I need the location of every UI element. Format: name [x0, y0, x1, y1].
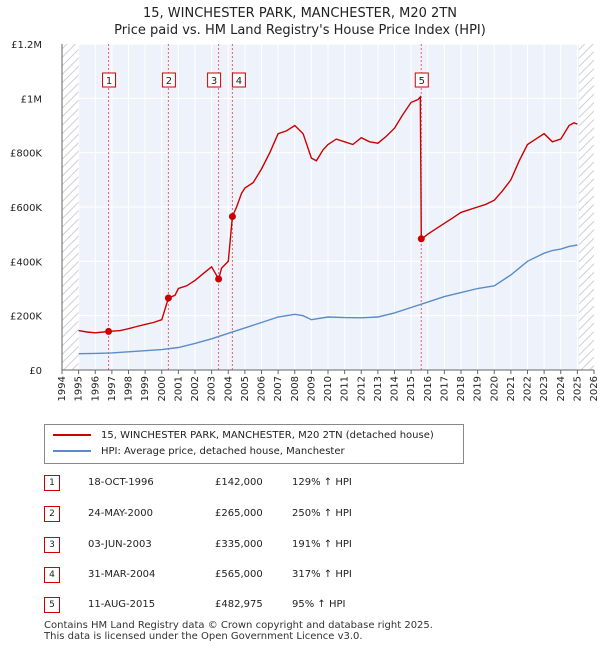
x-tick-label: 2007 [273, 376, 284, 401]
x-tick-label: 2017 [439, 376, 450, 401]
x-tick-label: 1995 [74, 376, 85, 401]
x-tick-label: 2003 [207, 376, 218, 401]
chart-title: 15, WINCHESTER PARK, MANCHESTER, M20 2TN [142, 6, 457, 21]
x-tick-label: 2006 [257, 376, 268, 401]
y-tick-label: £1.2M [11, 40, 42, 51]
x-tick-label: 2001 [173, 376, 184, 401]
sale-price: £265,000 [215, 508, 263, 519]
legend-item-hpi: HPI: Average price, detached house, Manc… [53, 444, 345, 460]
x-tick-label: 1997 [107, 376, 118, 401]
sale-number-badge: 5 [44, 597, 60, 613]
sale-point [215, 275, 223, 283]
y-tick-label: £400K [10, 257, 42, 268]
y-tick-label: £200K [10, 312, 42, 323]
sale-date: 03-JUN-2003 [88, 539, 152, 550]
sale-number-badge: 4 [44, 567, 60, 583]
sale-hpi-change: 95% ↑ HPI [292, 599, 346, 610]
y-tick-label: £0 [29, 366, 42, 377]
x-tick-label: 2008 [290, 376, 301, 401]
x-tick-label: 2020 [489, 376, 500, 401]
sale-number-badge: 3 [44, 537, 60, 553]
x-tick-label: 2009 [306, 376, 317, 401]
x-tick-label: 2002 [190, 376, 201, 401]
legend-property-label: 15, WINCHESTER PARK, MANCHESTER, M20 2TN… [101, 430, 434, 441]
sale-point [228, 213, 236, 221]
legend-item-property: 15, WINCHESTER PARK, MANCHESTER, M20 2TN… [53, 428, 434, 444]
sale-point [164, 294, 172, 302]
hatched-region [62, 44, 79, 370]
sale-hpi-change: 129% ↑ HPI [292, 477, 352, 488]
x-tick-label: 2000 [157, 376, 168, 401]
price-chart: 1 2 3 4 5 £0 £200K £400K £600K £800K £1M £1.2M 1994… [10, 40, 600, 401]
footer-copyright: Contains HM Land Registry data © Crown c… [44, 620, 433, 631]
chart-legend: 15, WINCHESTER PARK, MANCHESTER, M20 2TN… [44, 424, 464, 464]
sale-number-badge: 2 [44, 506, 60, 522]
x-tick-label: 2005 [240, 376, 251, 401]
x-tick-label: 2004 [223, 376, 234, 401]
y-tick-label: £600K [10, 203, 42, 214]
sale-price: £142,000 [215, 477, 263, 488]
sale-date: 11-AUG-2015 [88, 599, 156, 610]
property-price-line [78, 95, 578, 334]
x-tick-label: 1996 [90, 376, 101, 401]
x-tick-label: 2011 [340, 376, 351, 401]
y-tick-label: £800K [10, 149, 42, 160]
x-tick-label: 2021 [506, 376, 517, 401]
x-tick-label: 2010 [323, 376, 334, 401]
sale-hpi-change: 191% ↑ HPI [292, 539, 352, 550]
hpi-line-swatch [53, 450, 91, 452]
sale-marker-label: 2 [166, 76, 172, 87]
x-tick-label: 2014 [390, 376, 401, 401]
sale-point [105, 327, 113, 335]
sale-row: 4 31-MAR-2004 £565,000 317% ↑ HPI [0, 566, 600, 584]
attribution-footer: Contains HM Land Registry data © Crown c… [44, 620, 433, 642]
sale-row: 5 11-AUG-2015 £482,975 95% ↑ HPI [0, 596, 600, 614]
sale-marker-label: 1 [106, 76, 112, 87]
sale-marker-badge [414, 72, 429, 88]
x-tick-label: 2019 [473, 376, 484, 401]
x-tick-label: 2022 [523, 376, 534, 401]
sale-price: £335,000 [215, 539, 263, 550]
sale-marker-badge [231, 72, 246, 88]
sale-date: 31-MAR-2004 [88, 569, 156, 580]
x-tick-label: 1999 [140, 376, 151, 401]
x-tick-label: 2024 [556, 376, 567, 401]
sale-row: 1 18-OCT-1996 £142,000 129% ↑ HPI [0, 474, 600, 492]
sale-point [417, 235, 425, 243]
sale-hpi-change: 250% ↑ HPI [292, 508, 352, 519]
x-tick-label: 2013 [373, 376, 384, 401]
x-tick-label: 2025 [572, 376, 583, 401]
sale-marker-badge [161, 72, 176, 88]
sale-row: 2 24-MAY-2000 £265,000 250% ↑ HPI [0, 505, 600, 523]
sale-marker-badge [102, 72, 117, 88]
sale-price: £565,000 [215, 569, 263, 580]
sale-price: £482,975 [215, 599, 263, 610]
x-tick-label: 2023 [539, 376, 550, 401]
x-tick-label: 1998 [124, 376, 135, 401]
chart-subtitle: Price paid vs. HM Land Registry's House … [114, 23, 486, 38]
sale-marker-badge [207, 72, 222, 88]
sale-hpi-change: 317% ↑ HPI [292, 569, 352, 580]
x-tick-label: 2012 [356, 376, 367, 401]
sale-number-badge: 1 [44, 475, 60, 491]
sale-marker-label: 5 [419, 76, 425, 87]
x-tick-label: 2015 [406, 376, 417, 401]
sale-marker-label: 4 [236, 76, 242, 87]
x-tick-label: 1994 [57, 376, 68, 401]
property-line-swatch [53, 434, 91, 436]
legend-hpi-label: HPI: Average price, detached house, Manc… [101, 446, 345, 457]
x-tick-label: 2026 [589, 376, 600, 401]
y-tick-label: £1M [21, 94, 42, 105]
x-tick-label: 2018 [456, 376, 467, 401]
hpi-line [78, 244, 578, 355]
hatched-region [579, 44, 594, 370]
sale-marker-label: 3 [211, 76, 217, 87]
sale-date: 18-OCT-1996 [88, 477, 154, 488]
sale-row: 3 03-JUN-2003 £335,000 191% ↑ HPI [0, 536, 600, 554]
sale-date: 24-MAY-2000 [88, 508, 154, 519]
footer-licence: This data is licensed under the Open Gov… [44, 631, 363, 642]
x-tick-label: 2016 [423, 376, 434, 401]
